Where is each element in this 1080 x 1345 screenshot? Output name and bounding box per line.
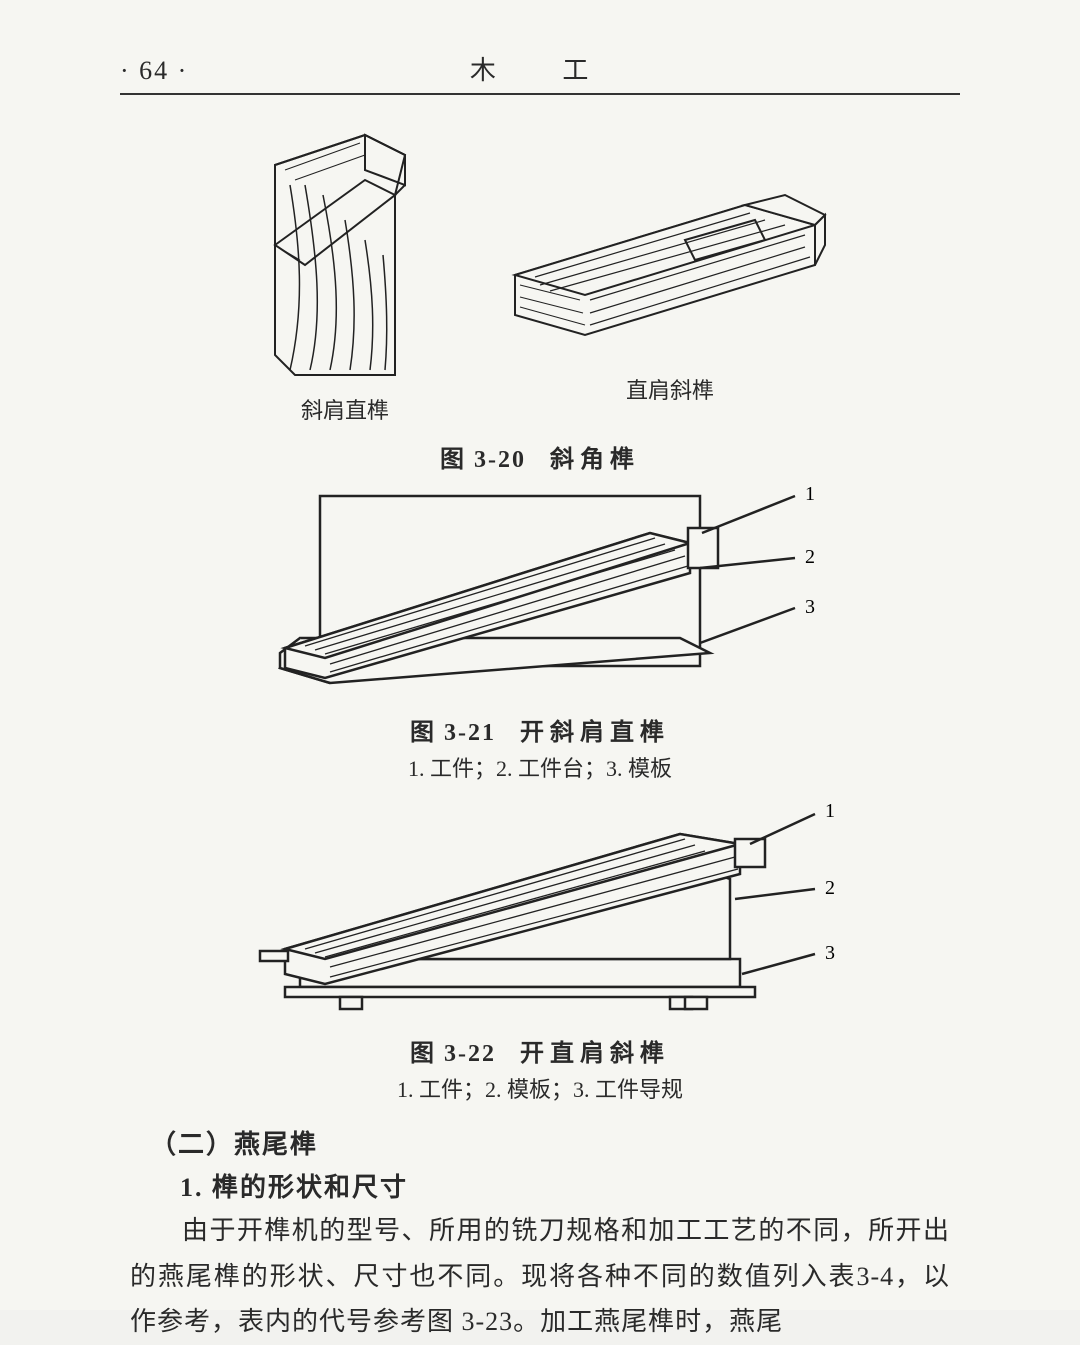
fig-3-22-num-3: 3 bbox=[825, 942, 835, 964]
figure-3-20-right-label: 直肩斜榫 bbox=[626, 373, 714, 405]
figure-3-21-title: 开斜肩直榫 bbox=[520, 720, 670, 746]
drawing-straight-shoulder-angled-tenon bbox=[505, 185, 835, 365]
body-paragraph: 由于开榫机的型号、所用的铣刀规格和加工工艺的不同，所开出的燕尾榫的形状、尺寸也不… bbox=[130, 1208, 950, 1345]
figure-3-20-title: 斜角榫 bbox=[550, 447, 640, 473]
page-header: · 64 · 木 工 bbox=[120, 50, 960, 95]
figure-3-20-caption: 图 3-20 斜角榫 bbox=[120, 439, 960, 474]
figure-3-20-num: 图 3-20 bbox=[440, 447, 526, 473]
figure-3-22-num: 图 3-22 bbox=[410, 1041, 496, 1067]
fig-3-22-num-1: 1 bbox=[825, 800, 835, 822]
drawing-3-21: 1 2 3 bbox=[250, 478, 830, 698]
figure-3-21-caption: 图 3-21 开斜肩直榫 bbox=[120, 712, 960, 747]
drawing-angled-shoulder-tenon bbox=[245, 125, 445, 385]
figure-3-22-legend: 1. 工件；2. 模板；3. 工件导规 bbox=[120, 1072, 960, 1104]
header-title: 木 工 bbox=[128, 50, 960, 87]
fig-3-21-num-3: 3 bbox=[805, 596, 815, 618]
sub-heading: 1. 榫的形状和尺寸 bbox=[180, 1167, 960, 1204]
figure-3-20-right: 直肩斜榫 bbox=[505, 125, 835, 425]
figure-3-22-caption: 图 3-22 开直肩斜榫 bbox=[120, 1033, 960, 1068]
figure-3-22-title: 开直肩斜榫 bbox=[520, 1041, 670, 1067]
page: · 64 · 木 工 bbox=[0, 0, 1080, 1310]
figure-3-20-left-label: 斜肩直榫 bbox=[301, 393, 389, 425]
figure-3-20-left: 斜肩直榫 bbox=[245, 125, 445, 425]
fig-3-22-num-2: 2 bbox=[825, 877, 835, 899]
figure-3-21-num: 图 3-21 bbox=[410, 720, 496, 746]
figure-3-20-row: 斜肩直榫 bbox=[120, 125, 960, 425]
figure-3-22-wrap: 1 2 3 bbox=[120, 799, 960, 1019]
figure-3-21-legend: 1. 工件；2. 工件台；3. 模板 bbox=[120, 751, 960, 783]
fig-3-21-num-2: 2 bbox=[805, 546, 815, 568]
fig-3-21-num-1: 1 bbox=[805, 483, 815, 505]
figure-3-21-wrap: 1 2 3 bbox=[120, 478, 960, 698]
drawing-3-22: 1 2 3 bbox=[230, 799, 850, 1019]
section-heading: （二）燕尾榫 bbox=[150, 1124, 960, 1161]
